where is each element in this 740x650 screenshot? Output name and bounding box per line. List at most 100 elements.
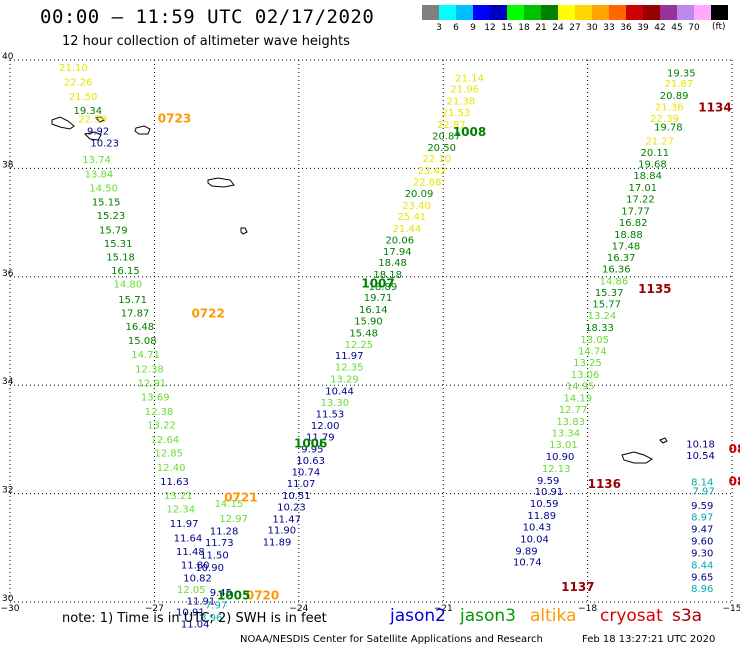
swh-value: 8.97 xyxy=(691,513,713,524)
pass-time-label: 0723 xyxy=(158,111,191,125)
credit-line: NOAA/NESDIS Center for Satellite Applica… xyxy=(240,634,543,645)
swh-value: 23.42 xyxy=(418,166,447,177)
color-scale-cell xyxy=(524,5,541,20)
swh-value: 11.64 xyxy=(174,533,203,544)
swh-value: 16.82 xyxy=(619,218,648,229)
color-scale-cell xyxy=(660,5,677,20)
swh-value: 15.23 xyxy=(97,211,126,222)
swh-value: 10.51 xyxy=(282,491,311,502)
color-scale-cell xyxy=(456,5,473,20)
swh-value: 16.14 xyxy=(359,305,388,316)
swh-value: 16.48 xyxy=(126,322,155,333)
swh-value: 13.22 xyxy=(147,421,176,432)
swh-value: 21.14 xyxy=(455,74,484,85)
swh-value: 20.89 xyxy=(660,91,689,102)
swh-value: 22.88 xyxy=(413,178,442,189)
pass-time-label: 0722 xyxy=(191,306,224,320)
swh-value: 16.37 xyxy=(607,253,636,264)
color-scale-cell xyxy=(575,5,592,20)
swh-value: 11.63 xyxy=(160,477,189,488)
swh-value: 8.96 xyxy=(691,584,713,595)
pass-time-label: 1135 xyxy=(638,282,671,296)
swh-value: 11.91 xyxy=(187,597,216,608)
longitude-label: −18 xyxy=(578,604,597,614)
color-scale-cell xyxy=(541,5,558,20)
swh-value: 17.94 xyxy=(383,247,412,258)
swh-value: 10.23 xyxy=(277,502,306,513)
color-scale-label: 9 xyxy=(470,23,476,33)
swh-value: 13.25 xyxy=(573,358,602,369)
color-scale-label: 12 xyxy=(484,23,496,33)
color-scale-label: 6 xyxy=(453,23,459,33)
swh-value: 21.53 xyxy=(442,108,471,119)
swh-value: 9.30 xyxy=(691,548,713,559)
swh-value: 10.43 xyxy=(523,522,552,533)
swh-value: 11.47 xyxy=(272,514,301,525)
pass-time-label: 08 xyxy=(729,474,740,488)
swh-value: 12.25 xyxy=(345,340,374,351)
swh-value: 15.79 xyxy=(99,225,128,236)
generated-timestamp: Feb 18 13:27:21 UTC 2020 xyxy=(582,634,716,645)
pass-time-label: 1134 xyxy=(698,100,731,114)
swh-value: 15.18 xyxy=(106,253,135,264)
swh-value: 16.36 xyxy=(602,264,631,275)
color-scale-label: 39 xyxy=(637,23,649,33)
swh-value: 12.38 xyxy=(135,365,164,376)
color-scale-label: 70 xyxy=(688,23,700,33)
swh-value: 17.01 xyxy=(629,183,658,194)
color-scale-label: 3 xyxy=(436,23,442,33)
swh-value: 17.22 xyxy=(626,195,655,206)
color-scale-label: 27 xyxy=(569,23,581,33)
color-scale-cell xyxy=(490,5,507,20)
swh-value: 10.63 xyxy=(296,456,325,467)
azores-island xyxy=(94,116,105,123)
swh-value: 13.05 xyxy=(580,335,609,346)
swh-value: 20.50 xyxy=(427,143,456,154)
latitude-label: 32 xyxy=(2,486,13,496)
color-scale-label: 18 xyxy=(518,23,530,33)
legend-item-jason3: jason3 xyxy=(460,606,516,626)
swh-value: 12.35 xyxy=(335,363,364,374)
swh-value: 9.60 xyxy=(691,537,713,548)
swh-value: 15.31 xyxy=(104,239,133,250)
swh-value: 12.40 xyxy=(157,463,186,474)
color-scale-label: 42 xyxy=(654,23,666,33)
color-scale-label: 36 xyxy=(620,23,632,33)
color-scale-label: 21 xyxy=(535,23,547,33)
swh-value: 9.65 xyxy=(691,572,713,583)
swh-value: 10.59 xyxy=(530,499,559,510)
swh-value: 19.71 xyxy=(364,293,393,304)
swh-value: 18.33 xyxy=(585,323,614,334)
swh-value: 19.35 xyxy=(667,68,696,79)
swh-value: 19.68 xyxy=(638,159,667,170)
swh-value: 12.64 xyxy=(151,435,180,446)
swh-value: 15.77 xyxy=(592,300,621,311)
swh-value: 21.87 xyxy=(665,79,694,90)
swh-value: 12.05 xyxy=(177,585,206,596)
swh-value: 11.28 xyxy=(210,526,239,537)
azores-island xyxy=(51,116,75,130)
swh-value: 18.84 xyxy=(633,171,662,182)
swh-value: 9.47 xyxy=(691,525,713,536)
swh-value: 13.84 xyxy=(85,170,114,181)
swh-value: 15.90 xyxy=(354,316,383,327)
longitude-label: −24 xyxy=(289,604,308,614)
swh-value: 12.00 xyxy=(311,421,340,432)
pass-time-label: 1137 xyxy=(561,580,594,594)
swh-value: 20.06 xyxy=(385,236,414,247)
swh-value: 21.36 xyxy=(655,102,684,113)
swh-value: 22.87 xyxy=(437,120,466,131)
swh-value: 9.59 xyxy=(537,476,559,487)
swh-value: 13.06 xyxy=(571,370,600,381)
swh-value: 15.08 xyxy=(128,336,157,347)
swh-value: 20.09 xyxy=(405,189,434,200)
color-scale-label: 45 xyxy=(671,23,683,33)
swh-value: 13.69 xyxy=(141,392,170,403)
latitude-label: 34 xyxy=(2,377,14,387)
swh-value: 11.89 xyxy=(527,511,556,522)
swh-value: 14.80 xyxy=(113,280,142,291)
swh-value: 15.71 xyxy=(118,295,147,306)
swh-value: 18.89 xyxy=(369,282,398,293)
legend-item-s3a: s3a xyxy=(672,606,703,626)
swh-value: 7.97 xyxy=(693,487,715,498)
